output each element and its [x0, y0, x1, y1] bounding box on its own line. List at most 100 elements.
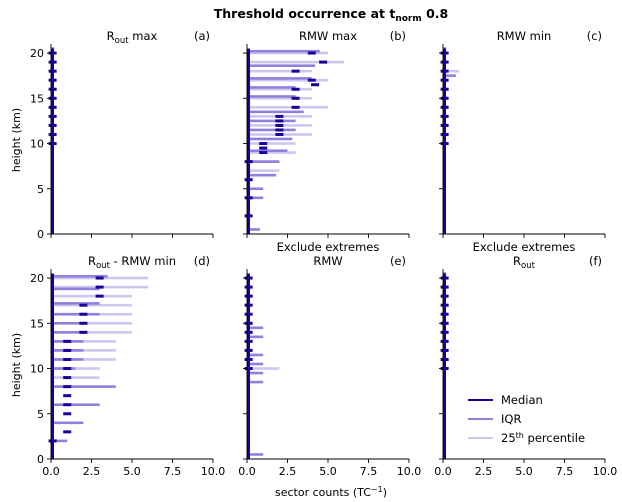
median-column [443, 48, 446, 235]
median-tick [440, 285, 449, 289]
panel-letter: (b) [390, 29, 406, 43]
median-tick [291, 105, 300, 109]
iqr-bar [247, 137, 293, 141]
x-tick-label: 7.5 [360, 465, 378, 478]
median-tick [244, 196, 253, 200]
p25-bar [247, 151, 296, 154]
median-tick [79, 321, 88, 325]
iqr-bar [443, 74, 456, 77]
median-tick [63, 367, 72, 371]
iqr-bar [247, 380, 264, 384]
median-tick [48, 60, 57, 64]
iqr-bar [51, 274, 108, 278]
median-tick [79, 303, 88, 307]
median-tick [48, 96, 57, 100]
panel-letter: (a) [194, 29, 210, 43]
x-tick-label: 0.0 [238, 465, 256, 478]
median-tick [440, 142, 449, 146]
y-axis-label-top: height (km) [10, 108, 23, 172]
panel-title: Rout [513, 254, 536, 271]
iqr-bar [247, 119, 296, 123]
y-tick-label: 15 [30, 92, 44, 105]
median-tick [440, 123, 449, 127]
legend-label: 25th percentile [501, 431, 585, 445]
iqr-bar [247, 371, 264, 375]
iqr-bar [247, 95, 296, 98]
median-tick [63, 412, 72, 416]
iqr-bar [247, 453, 264, 456]
iqr-bar [247, 128, 296, 132]
panel-d: 0.0 2.5 5.0 7.5 10.0 0 5 10 15 20 Rout - RMW min (d… [30, 254, 225, 478]
iqr-bar [51, 321, 84, 325]
median-tick [63, 348, 72, 352]
y-tick-label: 20 [30, 272, 44, 285]
x-tick-label: 10.0 [397, 465, 422, 478]
legend: Median IQR 25th percentile [468, 393, 585, 445]
median-tick [244, 276, 253, 280]
median-tick [259, 151, 268, 155]
median-tick [63, 403, 72, 407]
median-tick [275, 132, 284, 136]
panel-letter: (c) [587, 29, 602, 43]
median-tick [95, 276, 104, 280]
median-tick [63, 376, 72, 380]
panel-letter: (f) [589, 254, 602, 268]
iqr-bar [51, 287, 100, 291]
median-tick [63, 339, 72, 343]
x-tick-label: 5.0 [319, 465, 337, 478]
iqr-bar [51, 403, 100, 407]
median-tick [440, 105, 449, 109]
median-tick [440, 303, 449, 307]
median-tick [95, 285, 104, 289]
p25-bar [51, 321, 132, 325]
panel-letter: (e) [390, 254, 406, 268]
median-tick [259, 142, 268, 146]
p25-bar [247, 142, 296, 145]
iqr-bar [247, 77, 312, 80]
median-tick [440, 69, 449, 73]
x-tick-label: 5.0 [123, 465, 141, 478]
p25-bar [51, 376, 100, 379]
iqr-bar [247, 187, 264, 191]
p25-bar [51, 294, 132, 298]
median-tick [244, 339, 253, 343]
x-axis-label: sector counts (TC−1) [275, 485, 387, 499]
y-tick-label: 15 [30, 317, 44, 330]
p25-bar [247, 169, 280, 172]
iqr-bar [247, 173, 277, 177]
panel-title: RMW min [497, 29, 552, 43]
median-tick [440, 339, 449, 343]
x-tick-label: 0.0 [434, 465, 452, 478]
median-tick [48, 78, 57, 82]
iqr-bar [247, 353, 264, 357]
median-tick [440, 276, 449, 280]
legend-label: Median [501, 393, 543, 407]
median-tick [440, 357, 449, 361]
iqr-bar [247, 228, 260, 231]
x-tick-label: 2.5 [83, 465, 101, 478]
panel-title-line1: Exclude extremes [277, 240, 380, 254]
x-tick-label: 2.5 [279, 465, 297, 478]
median-tick [291, 96, 300, 100]
median-tick [440, 87, 449, 91]
median-tick [440, 321, 449, 325]
iqr-bar [51, 421, 84, 425]
iqr-bar [51, 367, 76, 370]
panel-c: RMW min (c) [439, 29, 606, 238]
iqr-bar [51, 47, 55, 50]
median-tick [244, 160, 253, 164]
median-column [443, 273, 446, 459]
p25-bar [247, 106, 328, 109]
iqr-bar [51, 312, 100, 316]
median-tick [307, 51, 316, 55]
median-tick [48, 142, 57, 146]
median-tick [307, 78, 316, 82]
p25-bar [51, 303, 132, 307]
p25-bar [247, 69, 312, 73]
y-tick-label: 0 [37, 228, 44, 241]
median-tick [440, 132, 449, 136]
median-tick [440, 294, 449, 298]
median-column [247, 273, 250, 459]
legend-label: IQR [501, 412, 521, 426]
